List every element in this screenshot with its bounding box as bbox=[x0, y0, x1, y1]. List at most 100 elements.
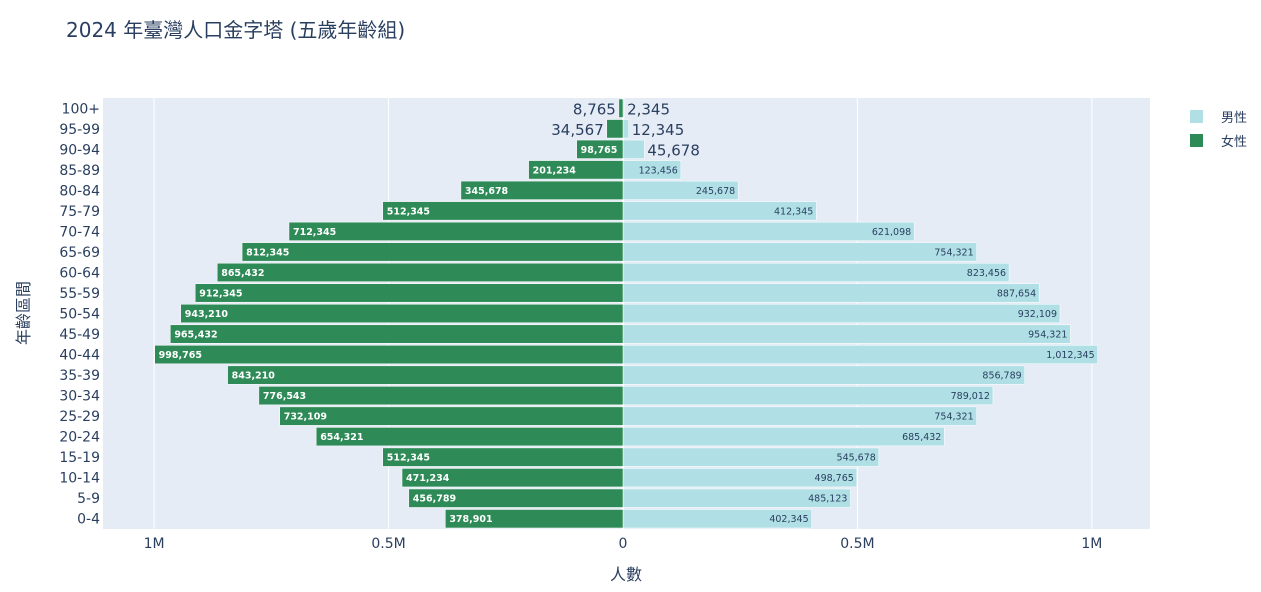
chart-title: 2024 年臺灣人口金字塔 (五歲年齡組) bbox=[66, 18, 405, 42]
male-value-label: 402,345 bbox=[769, 514, 808, 525]
y-tick-label: 5-9 bbox=[77, 491, 100, 507]
x-axis-title: 人數 bbox=[610, 565, 642, 584]
legend-swatch[interactable] bbox=[1190, 110, 1203, 123]
y-tick-label: 35-39 bbox=[59, 368, 100, 384]
male-value-label: 789,012 bbox=[951, 391, 990, 402]
male-value-label: 2,345 bbox=[627, 100, 670, 118]
female-bar bbox=[382, 201, 624, 221]
y-tick-label: 0-4 bbox=[77, 512, 100, 528]
x-tick-label: 0.5M bbox=[840, 536, 874, 552]
female-bar bbox=[445, 509, 624, 529]
female-bar bbox=[241, 242, 624, 262]
y-tick-label: 65-69 bbox=[59, 245, 100, 261]
male-value-label: 123,456 bbox=[639, 165, 678, 176]
female-value-label: 98,765 bbox=[581, 145, 618, 156]
male-bar bbox=[622, 324, 1071, 344]
female-value-label: 34,567 bbox=[551, 121, 604, 139]
female-value-label: 843,210 bbox=[232, 371, 276, 382]
male-bar bbox=[622, 406, 977, 426]
female-value-label: 998,765 bbox=[159, 350, 202, 361]
female-value-label: 512,345 bbox=[387, 453, 430, 464]
female-value-label: 456,789 bbox=[413, 494, 456, 505]
female-value-label: 471,234 bbox=[406, 473, 450, 484]
y-tick-label: 80-84 bbox=[59, 183, 100, 199]
female-bar bbox=[528, 160, 624, 180]
female-value-label: 965,432 bbox=[174, 330, 217, 341]
female-value-label: 654,321 bbox=[320, 432, 363, 443]
female-value-label: 712,345 bbox=[293, 227, 336, 238]
male-value-label: 856,789 bbox=[982, 371, 1021, 382]
female-bar bbox=[288, 221, 624, 241]
male-value-label: 1,012,345 bbox=[1046, 350, 1094, 361]
male-bar bbox=[622, 139, 645, 159]
female-bar bbox=[618, 98, 624, 118]
female-bar bbox=[576, 139, 624, 159]
female-bar bbox=[460, 180, 624, 200]
male-value-label: 754,321 bbox=[934, 412, 973, 423]
male-value-label: 45,678 bbox=[647, 141, 700, 159]
y-tick-label: 30-34 bbox=[59, 389, 100, 405]
y-tick-label: 60-64 bbox=[59, 265, 100, 281]
female-value-label: 378,901 bbox=[449, 514, 492, 525]
female-bar bbox=[279, 406, 624, 426]
female-bar bbox=[180, 304, 624, 323]
female-value-label: 345,678 bbox=[465, 186, 509, 197]
y-tick-label: 25-29 bbox=[59, 409, 100, 425]
male-value-label: 887,654 bbox=[997, 288, 1036, 299]
male-bar bbox=[622, 221, 915, 241]
male-value-label: 754,321 bbox=[934, 247, 973, 258]
x-tick-label: 1M bbox=[144, 536, 165, 552]
y-tick-label: 45-49 bbox=[59, 327, 100, 343]
y-tick-label: 40-44 bbox=[59, 348, 100, 364]
female-bar bbox=[606, 119, 624, 139]
x-tick-label: 1M bbox=[1081, 536, 1102, 552]
male-bar bbox=[622, 242, 977, 262]
legend-swatch[interactable] bbox=[1190, 134, 1203, 147]
female-value-label: 732,109 bbox=[284, 412, 327, 423]
male-value-label: 412,345 bbox=[774, 206, 813, 217]
legend-label[interactable]: 女性 bbox=[1221, 134, 1247, 150]
x-tick-label: 0 bbox=[619, 536, 628, 552]
male-value-label: 954,321 bbox=[1028, 330, 1067, 341]
female-bar bbox=[408, 488, 624, 508]
male-bar bbox=[622, 304, 1061, 323]
male-value-label: 485,123 bbox=[808, 494, 847, 505]
y-axis-title: 年齡區間 bbox=[14, 281, 33, 345]
y-tick-label: 10-14 bbox=[59, 471, 100, 487]
male-value-label: 685,432 bbox=[902, 432, 941, 443]
male-value-label: 545,678 bbox=[837, 453, 876, 464]
female-bar bbox=[227, 365, 624, 385]
male-bar bbox=[622, 283, 1040, 303]
female-value-label: 812,345 bbox=[246, 247, 289, 258]
y-tick-label: 85-89 bbox=[59, 163, 100, 179]
female-bar bbox=[258, 386, 624, 406]
female-bar bbox=[315, 427, 624, 447]
male-bar bbox=[622, 365, 1025, 385]
male-value-label: 932,109 bbox=[1018, 309, 1057, 320]
male-value-label: 621,098 bbox=[872, 227, 911, 238]
y-tick-label: 70-74 bbox=[59, 224, 100, 240]
male-bar bbox=[622, 386, 994, 406]
male-bar bbox=[622, 119, 630, 139]
female-bar bbox=[194, 283, 624, 303]
female-value-label: 865,432 bbox=[221, 268, 264, 279]
female-value-label: 201,234 bbox=[533, 165, 577, 176]
female-value-label: 943,210 bbox=[185, 309, 229, 320]
male-value-label: 245,678 bbox=[696, 186, 735, 197]
female-bar bbox=[401, 468, 624, 488]
y-tick-label: 75-79 bbox=[59, 204, 100, 220]
y-tick-label: 20-24 bbox=[59, 430, 100, 446]
male-bar bbox=[622, 345, 1098, 365]
legend-label[interactable]: 男性 bbox=[1221, 111, 1247, 126]
male-value-label: 12,345 bbox=[632, 121, 685, 139]
male-bar bbox=[622, 262, 1010, 282]
y-tick-label: 95-99 bbox=[59, 122, 100, 138]
female-bar bbox=[170, 324, 624, 344]
female-value-label: 512,345 bbox=[387, 206, 430, 217]
female-value-label: 912,345 bbox=[199, 288, 242, 299]
male-bar bbox=[622, 427, 945, 447]
female-value-label: 8,765 bbox=[573, 100, 616, 118]
y-tick-label: 100+ bbox=[62, 101, 100, 117]
